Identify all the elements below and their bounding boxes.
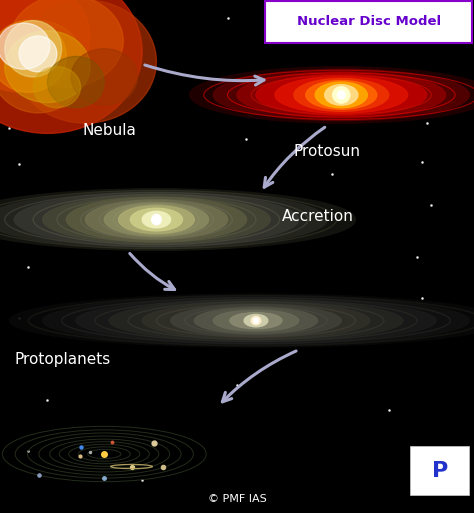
Ellipse shape <box>306 81 377 109</box>
FancyBboxPatch shape <box>265 1 472 43</box>
Ellipse shape <box>85 200 228 239</box>
Ellipse shape <box>213 69 469 121</box>
Ellipse shape <box>152 214 161 225</box>
Text: Nebula: Nebula <box>83 123 137 139</box>
Ellipse shape <box>109 300 403 341</box>
Ellipse shape <box>43 296 469 345</box>
Ellipse shape <box>0 0 142 133</box>
Ellipse shape <box>104 203 209 236</box>
Ellipse shape <box>275 76 408 113</box>
Ellipse shape <box>194 307 318 334</box>
Ellipse shape <box>237 72 446 118</box>
Ellipse shape <box>142 211 171 228</box>
Ellipse shape <box>0 191 327 248</box>
Ellipse shape <box>0 21 66 92</box>
Ellipse shape <box>47 56 104 108</box>
Ellipse shape <box>19 36 57 72</box>
Ellipse shape <box>0 0 90 92</box>
Ellipse shape <box>9 294 474 347</box>
Ellipse shape <box>0 21 85 113</box>
Ellipse shape <box>171 305 341 337</box>
Ellipse shape <box>118 205 194 234</box>
Text: Accretion: Accretion <box>282 209 354 224</box>
Ellipse shape <box>337 91 345 99</box>
Ellipse shape <box>190 67 474 123</box>
Ellipse shape <box>14 0 156 123</box>
Ellipse shape <box>33 67 81 108</box>
Ellipse shape <box>251 317 261 325</box>
Ellipse shape <box>71 49 137 105</box>
Ellipse shape <box>142 302 370 339</box>
Text: Nuclear Disc Model: Nuclear Disc Model <box>297 15 441 28</box>
Ellipse shape <box>230 312 282 329</box>
Ellipse shape <box>0 23 50 69</box>
Ellipse shape <box>66 198 246 242</box>
Ellipse shape <box>256 74 427 115</box>
Ellipse shape <box>294 78 389 111</box>
Ellipse shape <box>315 82 367 108</box>
Ellipse shape <box>76 298 436 343</box>
Text: P: P <box>431 461 448 481</box>
Ellipse shape <box>5 31 90 103</box>
Ellipse shape <box>254 318 258 323</box>
Ellipse shape <box>5 21 62 77</box>
Text: Protoplanets: Protoplanets <box>14 351 110 367</box>
FancyBboxPatch shape <box>410 446 469 495</box>
Ellipse shape <box>0 189 356 250</box>
Ellipse shape <box>213 310 299 331</box>
Text: Protosun: Protosun <box>294 144 361 159</box>
Ellipse shape <box>14 193 299 246</box>
Ellipse shape <box>244 314 268 327</box>
Text: © PMF IAS: © PMF IAS <box>208 494 266 504</box>
Ellipse shape <box>9 0 123 87</box>
Ellipse shape <box>43 195 270 244</box>
Ellipse shape <box>325 85 358 105</box>
Ellipse shape <box>333 87 350 103</box>
Ellipse shape <box>130 208 182 231</box>
